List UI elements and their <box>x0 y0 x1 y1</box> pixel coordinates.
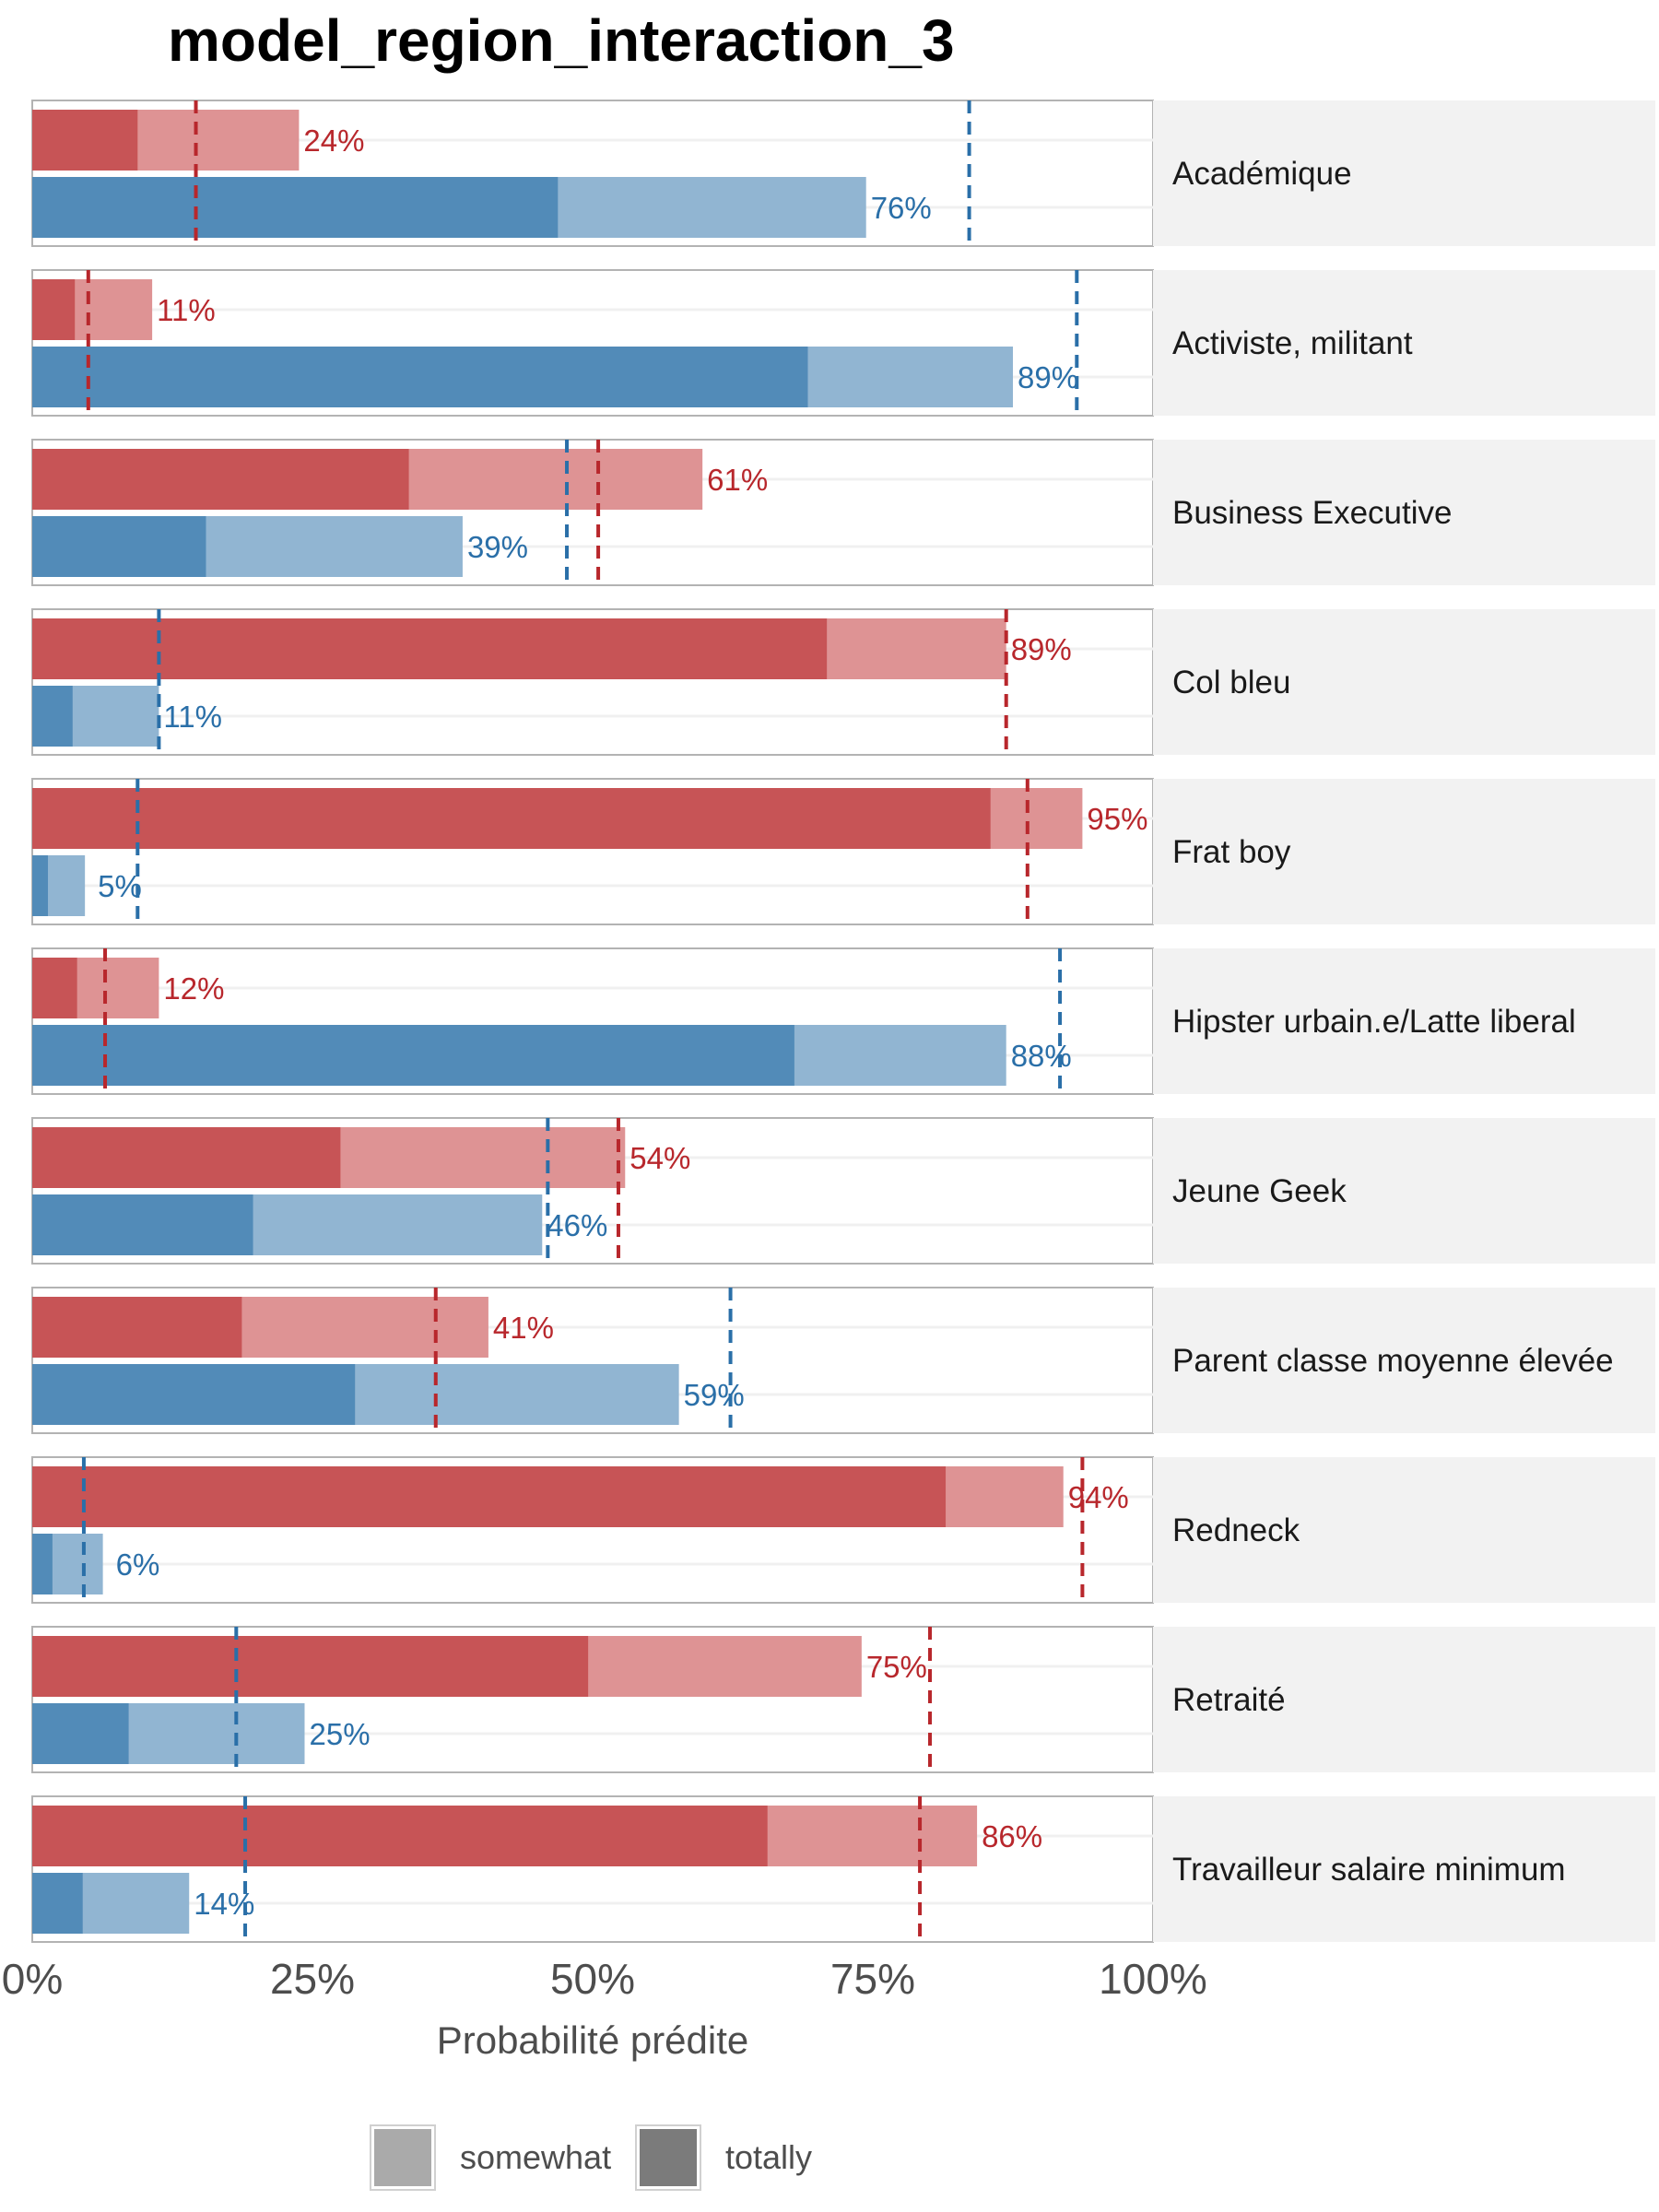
blue-bar-totally <box>32 1873 83 1934</box>
blue-value-label: 11% <box>163 700 222 734</box>
blue-value-label: 59% <box>684 1378 745 1412</box>
blue-bar-totally <box>32 686 73 747</box>
strip-label: Hipster urbain.e/Latte liberal <box>1172 1004 1576 1040</box>
blue-bar-totally <box>32 347 808 407</box>
red-value-label: 86% <box>982 1819 1042 1853</box>
facet-panel: Business Executive 61% 39% <box>31 439 1655 586</box>
red-bar-totally <box>32 279 76 340</box>
strip-background <box>1153 609 1655 755</box>
red-bar-totally <box>32 1806 768 1866</box>
red-value-label: 41% <box>493 1311 554 1345</box>
x-tick-label: 25% <box>270 1955 355 2003</box>
blue-value-label: 46% <box>547 1208 607 1242</box>
red-value-label: 95% <box>1087 802 1147 836</box>
red-value-label: 61% <box>707 463 768 497</box>
red-bar-totally <box>32 110 138 171</box>
facet-panel: Travailleur salaire minimum 86% 14% <box>31 1795 1655 1943</box>
strip-label: Parent classe moyenne élevée <box>1172 1343 1614 1379</box>
x-tick-label: 50% <box>550 1955 635 2003</box>
facet-panel: Redneck 94% 6% <box>31 1456 1655 1604</box>
red-bar-totally <box>32 1466 947 1527</box>
red-bar-totally <box>32 1636 589 1697</box>
strip-label: Retraité <box>1172 1682 1286 1718</box>
blue-value-label: 6% <box>116 1547 160 1582</box>
red-bar-totally <box>32 788 991 849</box>
blue-bar-totally <box>32 177 559 238</box>
legend-label: somewhat <box>460 2138 611 2176</box>
blue-bar-totally <box>32 1534 53 1594</box>
legend: somewhat totally <box>370 2124 812 2191</box>
strip-label: Jeune Geek <box>1172 1173 1347 1209</box>
red-value-label: 11% <box>157 293 216 327</box>
x-axis-title: Probabilité prédite <box>437 2018 749 2062</box>
strip-background <box>1153 948 1655 1094</box>
strip-background <box>1153 270 1655 416</box>
strip-background <box>1153 779 1655 924</box>
blue-value-label: 39% <box>467 530 528 564</box>
facet-panels: Académique 24% 76% Activiste, militant 11% 89… <box>31 100 1655 1943</box>
strip-label: Col bleu <box>1172 665 1290 700</box>
legend-label: totally <box>725 2138 812 2176</box>
x-tick-label: 75% <box>830 1955 915 2003</box>
strip-background <box>1153 440 1655 585</box>
facet-panel: Jeune Geek 54% 46% <box>31 1117 1655 1265</box>
blue-value-label: 25% <box>309 1717 370 1751</box>
red-bar-totally <box>32 1127 341 1188</box>
facet-panel: Académique 24% 76% <box>31 100 1655 247</box>
strip-label: Activiste, militant <box>1172 325 1413 361</box>
strip-label: Business Executive <box>1172 495 1452 531</box>
x-tick-label: 0% <box>2 1955 63 2003</box>
facet-panel: Col bleu 89% 11% <box>31 608 1655 756</box>
blue-value-label: 89% <box>1018 360 1078 394</box>
x-tick-label: 100% <box>1099 1955 1207 2003</box>
red-bar-totally <box>32 958 77 1018</box>
red-value-label: 94% <box>1068 1480 1129 1514</box>
strip-background <box>1153 1118 1655 1264</box>
chart-title: model_region_interaction_3 <box>168 7 955 74</box>
blue-bar-totally <box>32 1364 356 1425</box>
strip-background <box>1153 1796 1655 1942</box>
blue-bar-totally <box>32 1194 253 1255</box>
red-value-label: 89% <box>1011 632 1072 666</box>
blue-value-label: 88% <box>1011 1039 1072 1073</box>
blue-bar-totally <box>32 1025 794 1086</box>
facet-panel: Retraité 75% 25% <box>31 1626 1655 1773</box>
legend-key-totally <box>640 2129 697 2186</box>
blue-bar-totally <box>32 855 49 916</box>
x-axis: 0% 25% 50% 75% 100% <box>2 1955 1207 2003</box>
red-bar-totally <box>32 449 409 510</box>
blue-bar-totally <box>32 516 206 577</box>
strip-background <box>1153 1457 1655 1603</box>
strip-background <box>1153 1288 1655 1433</box>
blue-bar-totally <box>32 1703 129 1764</box>
red-value-label: 24% <box>303 124 364 158</box>
facet-panel: Frat boy 95% 5% <box>31 778 1655 925</box>
strip-label: Redneck <box>1172 1512 1300 1548</box>
blue-value-label: 14% <box>194 1887 254 1921</box>
facet-panel: Parent classe moyenne élevée 41% 59% <box>31 1287 1655 1434</box>
red-value-label: 54% <box>629 1141 690 1175</box>
blue-value-label: 5% <box>98 869 142 903</box>
red-value-label: 12% <box>163 971 224 1006</box>
strip-label: Académique <box>1172 156 1352 192</box>
legend-key-somewhat <box>374 2129 431 2186</box>
strip-background <box>1153 1627 1655 1772</box>
red-bar-totally <box>32 618 828 679</box>
facet-panel: Hipster urbain.e/Latte liberal 12% 88% <box>31 947 1655 1095</box>
facet-panel: Activiste, militant 11% 89% <box>31 269 1655 417</box>
strip-background <box>1153 100 1655 246</box>
red-bar-totally <box>32 1297 242 1358</box>
strip-label: Travailleur salaire minimum <box>1172 1852 1566 1888</box>
blue-value-label: 76% <box>871 191 932 225</box>
red-value-label: 75% <box>866 1650 927 1684</box>
strip-label: Frat boy <box>1172 834 1291 870</box>
